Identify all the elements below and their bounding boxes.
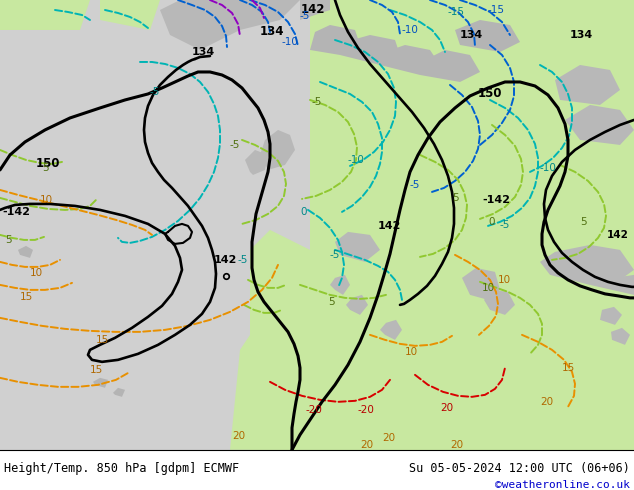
Polygon shape — [590, 275, 634, 295]
Text: 142: 142 — [607, 230, 629, 240]
Polygon shape — [555, 65, 620, 105]
Text: 142: 142 — [213, 255, 236, 265]
Polygon shape — [250, 230, 310, 450]
Text: -5: -5 — [300, 11, 311, 21]
Polygon shape — [113, 388, 125, 397]
Text: -20: -20 — [305, 405, 322, 415]
Polygon shape — [455, 20, 520, 52]
Text: -10: -10 — [282, 37, 299, 47]
Polygon shape — [380, 45, 440, 75]
Text: 10: 10 — [40, 195, 53, 205]
Polygon shape — [380, 320, 402, 340]
Polygon shape — [420, 50, 480, 82]
Polygon shape — [462, 268, 500, 300]
Polygon shape — [484, 290, 515, 315]
Polygon shape — [310, 25, 360, 55]
Polygon shape — [310, 0, 634, 450]
Text: -142: -142 — [2, 207, 30, 217]
Text: -5: -5 — [230, 140, 240, 150]
Polygon shape — [300, 0, 330, 20]
Polygon shape — [245, 150, 268, 175]
Polygon shape — [540, 245, 634, 285]
Text: -5: -5 — [238, 255, 249, 265]
Text: 5: 5 — [5, 235, 11, 245]
Text: 10: 10 — [405, 347, 418, 357]
Text: ©weatheronline.co.uk: ©weatheronline.co.uk — [495, 480, 630, 490]
Text: -10: -10 — [348, 155, 365, 165]
Text: 5: 5 — [580, 217, 586, 227]
Text: 15: 15 — [20, 292, 33, 302]
Text: -15: -15 — [488, 5, 505, 15]
Text: -20: -20 — [358, 405, 375, 415]
Text: 5: 5 — [42, 163, 49, 173]
Polygon shape — [0, 0, 90, 30]
Polygon shape — [100, 0, 160, 30]
Text: 134: 134 — [192, 47, 216, 57]
Text: 134: 134 — [570, 30, 593, 40]
Polygon shape — [260, 130, 295, 170]
Polygon shape — [18, 246, 33, 258]
Text: 10: 10 — [498, 275, 511, 285]
Polygon shape — [340, 35, 400, 65]
Text: 10: 10 — [30, 268, 43, 278]
Text: 5: 5 — [452, 193, 458, 203]
Text: 142: 142 — [378, 221, 401, 231]
Polygon shape — [160, 0, 260, 50]
Text: -5: -5 — [410, 180, 420, 190]
Text: 20: 20 — [440, 403, 453, 413]
Text: 5: 5 — [328, 297, 335, 307]
Text: -5: -5 — [150, 87, 160, 97]
Polygon shape — [230, 170, 634, 450]
Text: 134: 134 — [260, 25, 284, 39]
Text: 150: 150 — [36, 157, 60, 171]
Polygon shape — [335, 232, 380, 262]
Text: -5: -5 — [312, 97, 322, 107]
Text: 15: 15 — [96, 335, 109, 345]
Text: 20: 20 — [450, 440, 463, 450]
Text: -10: -10 — [402, 25, 419, 35]
Polygon shape — [611, 328, 630, 345]
Polygon shape — [346, 295, 368, 315]
Text: 0: 0 — [300, 207, 306, 217]
Text: Height/Temp. 850 hPa [gdpm] ECMWF: Height/Temp. 850 hPa [gdpm] ECMWF — [4, 462, 239, 474]
Text: 134: 134 — [460, 30, 483, 40]
Text: 20: 20 — [232, 431, 245, 441]
Polygon shape — [93, 378, 108, 388]
Text: 142: 142 — [301, 3, 325, 17]
Text: -5: -5 — [330, 250, 340, 260]
Text: -5: -5 — [500, 220, 510, 230]
Text: 0: 0 — [488, 217, 495, 227]
Text: -15: -15 — [448, 7, 465, 17]
Polygon shape — [240, 0, 300, 30]
Text: 10: 10 — [482, 283, 495, 293]
Polygon shape — [565, 105, 634, 145]
Text: -10: -10 — [540, 163, 557, 173]
Text: 20: 20 — [360, 440, 373, 450]
Text: Su 05-05-2024 12:00 UTC (06+06): Su 05-05-2024 12:00 UTC (06+06) — [409, 462, 630, 474]
Polygon shape — [600, 307, 622, 325]
Text: 20: 20 — [382, 433, 395, 443]
Text: -142: -142 — [482, 195, 510, 205]
Text: 15: 15 — [562, 363, 575, 373]
Text: 15: 15 — [90, 365, 103, 375]
Polygon shape — [400, 0, 634, 200]
Text: 150: 150 — [478, 87, 502, 100]
Polygon shape — [330, 275, 350, 295]
Text: 20: 20 — [540, 397, 553, 407]
